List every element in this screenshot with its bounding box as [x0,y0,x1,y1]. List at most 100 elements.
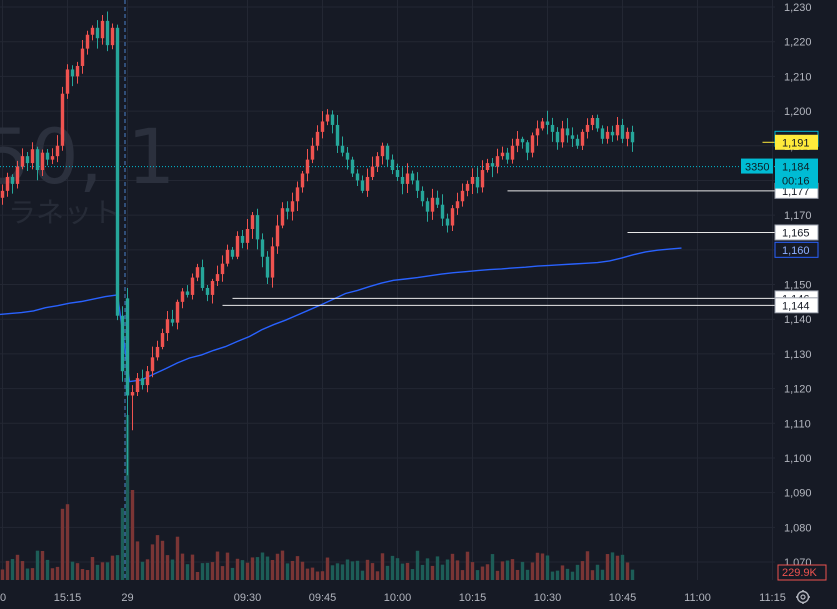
symbol-tag [741,158,773,174]
candle [530,135,535,153]
volume-bar [540,553,545,580]
candle [550,124,555,132]
settings-icon[interactable] [796,590,810,604]
candle [60,93,65,146]
volume-bar [340,564,345,580]
volume-bar [65,504,70,580]
candle [365,176,370,191]
volume-bar [5,560,10,580]
volume-bar [150,544,155,580]
candle [455,201,460,209]
volume-bar [50,568,55,580]
volume-bar [200,563,205,580]
candle [50,156,55,160]
candle [155,346,160,358]
candle [430,197,435,212]
candle [315,131,320,146]
volume-bar [325,557,330,580]
candle [215,274,220,282]
volume-bar [310,567,315,580]
time-tick-label: 10:00 [384,592,412,604]
volume-bar [420,564,425,580]
volume-bar [255,557,260,580]
price-tick-label: 1,080 [784,522,812,534]
volume-bar [145,559,150,580]
time-tick-label: 10:15 [459,592,487,604]
candle [70,69,75,77]
candle [130,392,135,396]
volume-bar [480,566,485,580]
volume-tag-box [777,564,827,581]
candle [585,124,590,132]
volume-bar [390,555,395,580]
candle [20,156,25,167]
candle [185,291,190,295]
candle [65,69,70,94]
volume-bar [570,571,575,580]
candle [575,138,580,146]
candle [605,131,610,139]
candle [440,204,445,219]
volume-bar [240,560,245,580]
volume-bar [60,508,65,580]
candle [10,176,15,184]
time-tick-label: 29 [121,592,133,604]
candle [350,159,355,174]
candle [205,287,210,295]
candle [535,128,540,136]
volume-bar [40,550,45,580]
volume-bar [615,555,620,580]
time-tick-label: 11:15 [759,592,786,604]
candle [35,149,40,171]
candle [335,124,340,146]
volume-bar [290,560,295,580]
candle [275,225,280,247]
volume-bar [590,570,595,580]
volume-bar [180,553,185,580]
volume-bar [525,569,530,580]
volume-bar [350,561,355,580]
candle [310,145,315,160]
highlight-price-tag [775,134,818,150]
volume-bar [95,564,100,580]
candles [0,11,635,476]
candle [195,267,200,278]
candle [540,121,545,129]
volume-bar [405,562,410,580]
candle [490,163,495,167]
price-tick-label: 1,150 [784,280,812,292]
volume-bar [75,563,80,580]
candle [90,27,95,35]
volume-bar [205,562,210,580]
volume-bar [535,552,540,580]
volume-bar [230,567,235,580]
candle [75,65,80,77]
volume-bar [15,554,20,580]
volume-bar [130,490,135,580]
volume-bar [605,554,610,580]
volume-bar [280,550,285,580]
volume-bar [530,562,535,580]
volume-bar [460,570,465,580]
candle [625,131,630,139]
candle [270,246,275,278]
candle [485,163,490,171]
last-price-tag [775,158,818,189]
candle [120,315,125,372]
time-axis[interactable]: 0 15:15 29 09:30 09:45 10:00 10:15 10:30 10:45 11… [0,592,786,604]
candle [515,138,520,146]
candle [375,156,380,167]
candle [15,166,20,184]
volume-bar [160,540,165,580]
volume-bar [520,561,525,580]
volume-bar [470,562,475,580]
volume-bar [560,565,565,580]
price-line-label: 1,165 [782,227,810,239]
last-price-label: 1,184 [782,162,810,174]
candle [600,128,605,139]
candle [445,218,450,226]
volume-bar [370,563,375,580]
